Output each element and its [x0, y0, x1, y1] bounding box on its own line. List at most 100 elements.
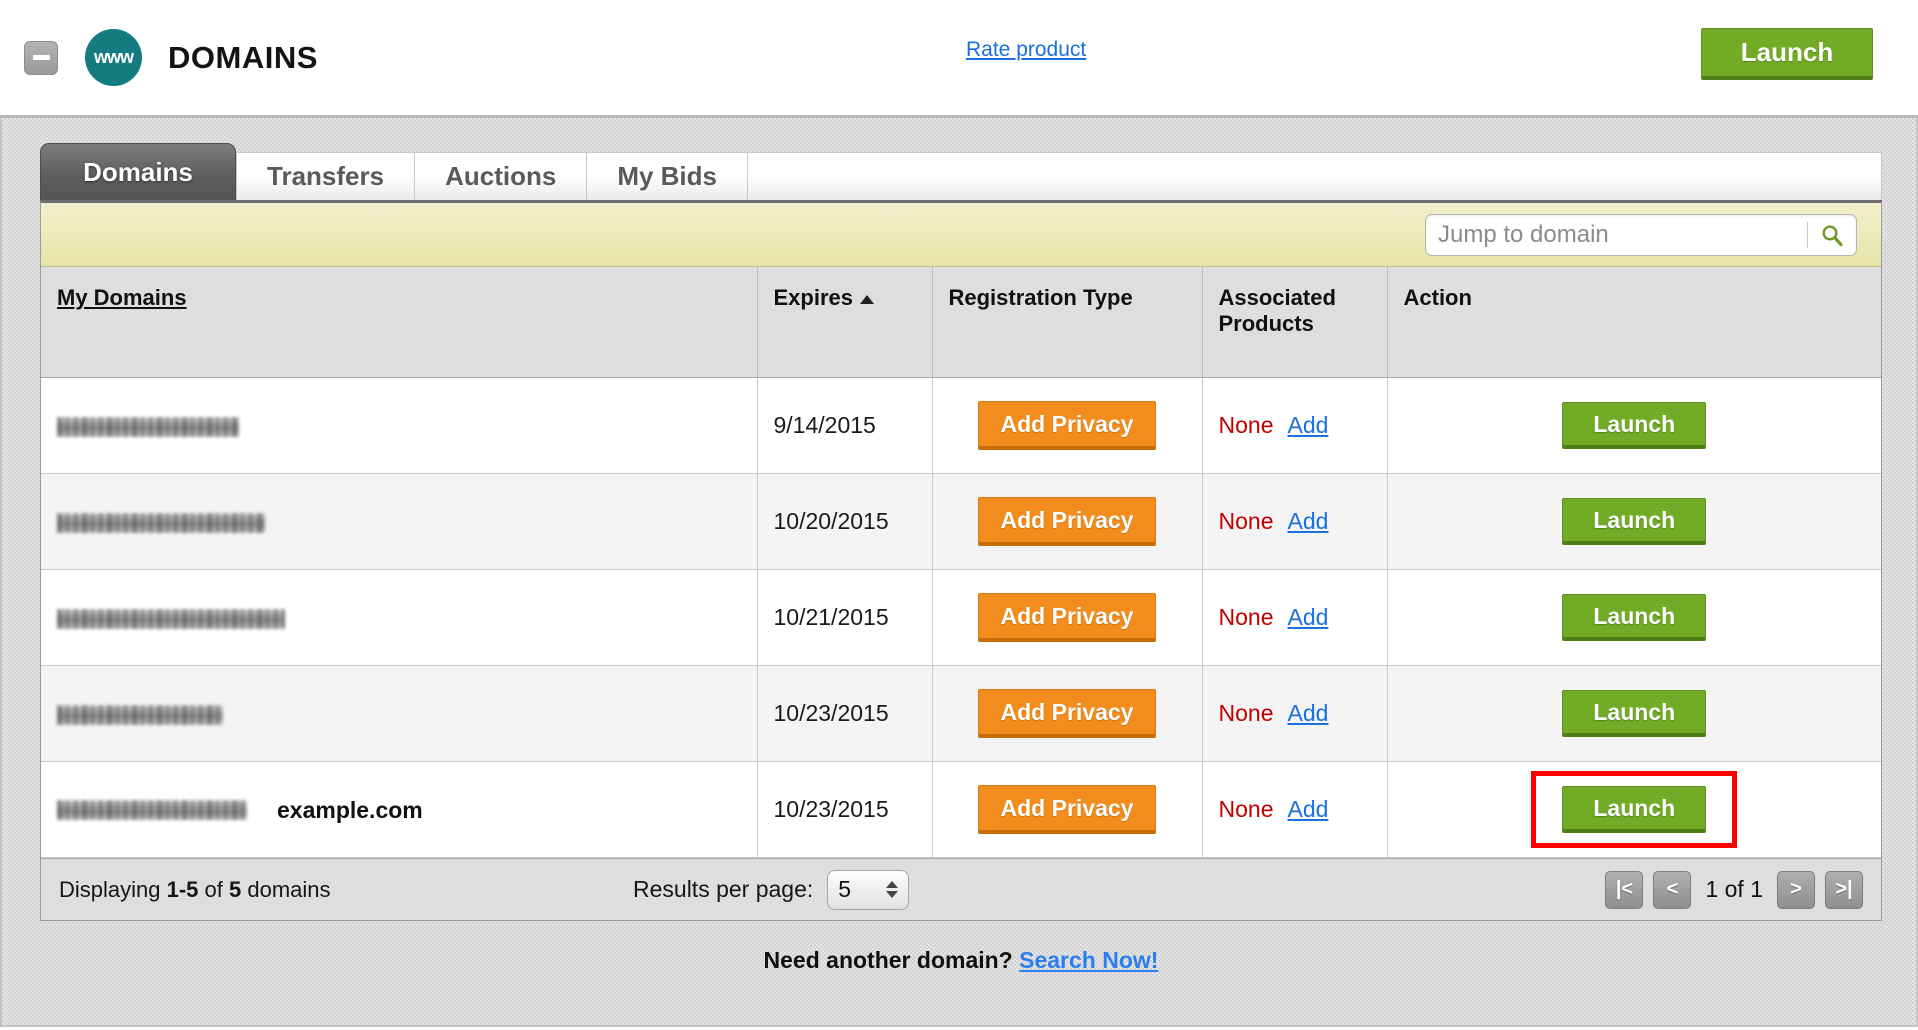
cell-associated-products: None Add [1202, 377, 1388, 474]
associated-products-value: None [1218, 604, 1274, 630]
column-header-expires[interactable]: Expires [757, 267, 933, 378]
cell-action: Launch [1387, 569, 1881, 666]
cell-domain-name[interactable]: example.com [41, 761, 758, 858]
associated-products-add-link[interactable]: Add [1287, 796, 1329, 822]
redacted-domain-name [57, 608, 285, 629]
associated-products-add-link[interactable]: Add [1287, 700, 1329, 726]
row-launch-button[interactable]: Launch [1562, 498, 1707, 545]
www-logo-icon: www [85, 29, 142, 86]
add-privacy-button[interactable]: Add Privacy [977, 593, 1157, 642]
table-row: example.com 10/23/2015 Add Privacy None A… [41, 761, 1881, 858]
cell-registration-type: Add Privacy [932, 665, 1203, 762]
add-privacy-button[interactable]: Add Privacy [977, 497, 1157, 546]
column-header-action: Action [1387, 267, 1881, 378]
displaying-prefix: Displaying [59, 876, 167, 902]
cell-expires: 10/23/2015 [757, 665, 933, 762]
add-privacy-button[interactable]: Add Privacy [977, 785, 1157, 834]
column-header-associated-products-label: Associated Products [1218, 285, 1336, 336]
need-another-domain: Need another domain? Search Now! [40, 947, 1882, 974]
header-launch-button[interactable]: Launch [1701, 28, 1873, 80]
tab-transfers[interactable]: Transfers [236, 152, 415, 200]
page-header: www DOMAINS Rate product Launch [0, 0, 1918, 118]
associated-products-add-link[interactable]: Add [1287, 412, 1329, 438]
column-header-my-domains-label[interactable]: My Domains [57, 285, 187, 310]
search-input[interactable] [1426, 220, 1807, 249]
cell-associated-products: None Add [1202, 473, 1388, 570]
add-privacy-button[interactable]: Add Privacy [977, 689, 1157, 738]
table-header-row: My Domains Expires Registration Type Ass… [41, 267, 1881, 378]
table-row: 10/20/2015 Add Privacy None Add Launch [41, 473, 1881, 570]
page-title: DOMAINS [168, 39, 318, 75]
www-logo-text: www [93, 47, 134, 67]
row-launch-button[interactable]: Launch [1562, 786, 1707, 833]
cell-registration-type: Add Privacy [932, 473, 1203, 570]
tab-bar: Domains Transfers Auctions My Bids [40, 143, 1882, 200]
column-header-registration-type: Registration Type [932, 267, 1203, 378]
search-separator [1807, 221, 1808, 248]
domains-panel: My Domains Expires Registration Type Ass… [40, 200, 1882, 921]
redacted-domain-name [57, 800, 247, 821]
rate-product-link[interactable]: Rate product [966, 38, 1087, 61]
minus-square-icon[interactable] [24, 40, 58, 75]
column-header-my-domains[interactable]: My Domains [41, 267, 758, 378]
cell-domain-name[interactable] [41, 569, 758, 666]
cell-expires: 10/23/2015 [757, 761, 933, 858]
tab-transfers-label: Transfers [267, 161, 385, 191]
cell-associated-products: None Add [1202, 761, 1388, 858]
minus-glyph [32, 55, 50, 60]
redacted-domain-name [57, 512, 265, 533]
next-page-icon[interactable]: > [1777, 870, 1815, 909]
tab-my-bids[interactable]: My Bids [586, 152, 747, 200]
cell-domain-name[interactable] [41, 377, 758, 474]
pagination: |< < 1 of 1 > >| [1605, 870, 1863, 909]
cell-expires: 10/21/2015 [757, 569, 933, 666]
cell-registration-type: Add Privacy [932, 377, 1203, 474]
results-per-page-select[interactable]: 5 [827, 869, 910, 910]
associated-products-add-link[interactable]: Add [1287, 508, 1329, 534]
search-strip [41, 203, 1881, 267]
tab-domains-label: Domains [83, 156, 193, 187]
results-per-page-label: Results per page: [633, 876, 814, 902]
cell-domain-name[interactable] [41, 665, 758, 762]
tab-auctions-label: Auctions [445, 161, 557, 191]
add-privacy-button[interactable]: Add Privacy [977, 401, 1157, 450]
redacted-domain-name [57, 704, 223, 725]
tab-domains[interactable]: Domains [40, 143, 236, 200]
results-per-page-value: 5 [838, 876, 852, 902]
column-header-registration-type-label: Registration Type [948, 285, 1133, 310]
displaying-suffix: domains [241, 876, 331, 902]
row-launch-button[interactable]: Launch [1562, 594, 1707, 641]
displaying-mid: of [198, 876, 229, 902]
cell-action: Launch [1387, 761, 1881, 858]
cell-associated-products: None Add [1202, 665, 1388, 762]
associated-products-value: None [1218, 796, 1274, 822]
displaying-range: 1-5 [166, 876, 199, 902]
displaying-total: 5 [228, 876, 242, 902]
search-now-link[interactable]: Search Now! [1019, 947, 1159, 973]
highlight-annotation: Launch [1531, 771, 1738, 848]
cell-registration-type: Add Privacy [932, 761, 1203, 858]
table-row: 10/23/2015 Add Privacy None Add Launch [41, 665, 1881, 762]
first-page-icon[interactable]: |< [1605, 870, 1644, 909]
tab-my-bids-label: My Bids [617, 161, 717, 191]
page-indicator: 1 of 1 [1705, 876, 1763, 902]
row-launch-button[interactable]: Launch [1562, 402, 1707, 449]
prev-page-icon[interactable]: < [1653, 870, 1692, 909]
column-header-expires-label: Expires [773, 285, 854, 310]
last-page-icon[interactable]: >| [1825, 870, 1863, 909]
displaying-count: Displaying 1-5 of 5 domains [59, 877, 331, 903]
cell-associated-products: None Add [1202, 569, 1388, 666]
tab-auctions[interactable]: Auctions [414, 152, 587, 200]
cell-registration-type: Add Privacy [932, 569, 1203, 666]
search-box[interactable] [1425, 213, 1857, 256]
search-icon[interactable] [1808, 222, 1856, 248]
spinner-icon [886, 881, 899, 898]
cell-action: Launch [1387, 665, 1881, 762]
row-launch-button[interactable]: Launch [1562, 690, 1707, 737]
cell-domain-name[interactable] [41, 473, 758, 570]
table-footer: Displaying 1-5 of 5 domains Results per … [41, 858, 1881, 920]
associated-products-add-link[interactable]: Add [1287, 604, 1329, 630]
column-header-associated-products: Associated Products [1202, 267, 1388, 378]
cell-expires: 9/14/2015 [757, 377, 933, 474]
cell-action: Launch [1387, 377, 1881, 474]
